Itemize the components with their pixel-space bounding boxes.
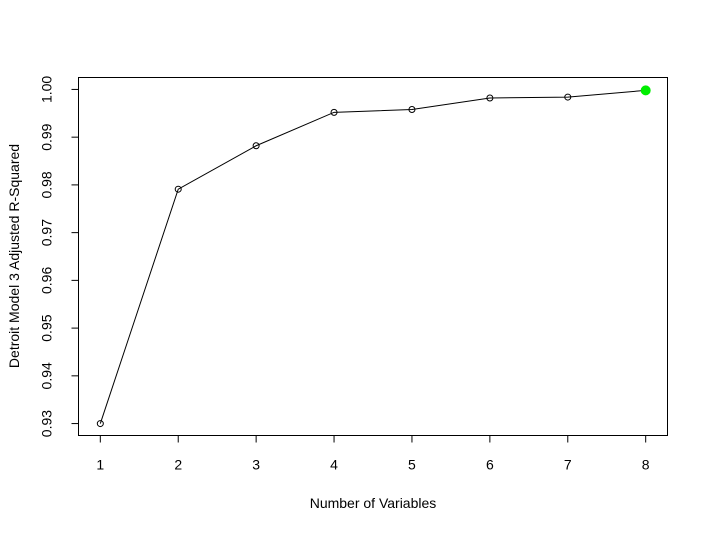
x-tick-label: 7 bbox=[564, 457, 572, 473]
y-tick-label: 0.94 bbox=[39, 362, 55, 389]
plot-frame bbox=[78, 77, 668, 436]
highlight-point bbox=[640, 85, 651, 96]
data-point bbox=[252, 142, 260, 150]
y-tick-label: 0.97 bbox=[39, 219, 55, 246]
x-tick-label: 2 bbox=[174, 457, 182, 473]
x-axis-title: Number of Variables bbox=[310, 495, 437, 511]
x-tick-label: 4 bbox=[330, 457, 338, 473]
y-axis-title: Detroit Model 3 Adjusted R-Squared bbox=[6, 144, 22, 368]
data-point bbox=[408, 105, 416, 113]
data-point bbox=[486, 94, 494, 102]
y-tick-label: 1.00 bbox=[39, 76, 55, 103]
data-point bbox=[174, 185, 182, 193]
y-tick-label: 0.98 bbox=[39, 171, 55, 198]
series-line bbox=[99, 89, 646, 424]
y-tick-label: 0.93 bbox=[39, 410, 55, 437]
data-point bbox=[96, 420, 104, 428]
x-axis-ticks: 1 2 3 4 5 6 7 8 bbox=[96, 435, 650, 473]
x-tick-label: 1 bbox=[96, 457, 104, 473]
y-axis-ticks: 0.93 0.94 0.95 0.96 0.97 0.98 0.99 1.00 bbox=[39, 76, 79, 437]
y-tick-label: 0.95 bbox=[39, 314, 55, 341]
series-group bbox=[96, 85, 651, 428]
y-tick-label: 0.99 bbox=[39, 123, 55, 150]
data-point bbox=[564, 93, 572, 101]
x-tick-label: 8 bbox=[642, 457, 650, 473]
x-tick-label: 5 bbox=[408, 457, 416, 473]
y-tick-label: 0.96 bbox=[39, 267, 55, 294]
data-point bbox=[330, 108, 338, 116]
x-tick-label: 6 bbox=[486, 457, 494, 473]
x-tick-label: 3 bbox=[252, 457, 260, 473]
